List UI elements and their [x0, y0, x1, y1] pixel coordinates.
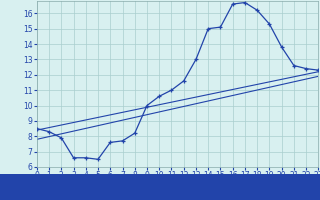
- X-axis label: Graphe des températures (°c): Graphe des températures (°c): [95, 183, 260, 193]
